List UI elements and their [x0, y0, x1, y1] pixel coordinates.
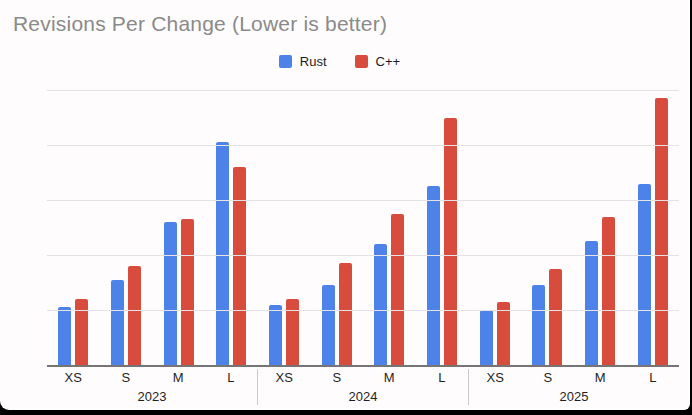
bar-group-2025-s	[521, 90, 574, 365]
plot-area	[47, 90, 679, 367]
gridline	[47, 90, 679, 91]
category-label-2024-xs: XS	[258, 370, 311, 385]
category-label-row: XSSML	[469, 370, 679, 385]
gridline	[47, 255, 679, 256]
bar-cpp-2024-l	[444, 118, 457, 366]
legend-item-rust: Rust	[279, 54, 327, 69]
bar-cpp-2023-m	[181, 219, 194, 365]
gridline	[47, 145, 679, 146]
bar-cpp-2023-l	[233, 167, 246, 365]
category-label-2023-m: M	[152, 370, 205, 385]
bar-sections	[47, 90, 679, 365]
bar-rust-2025-s	[532, 285, 545, 365]
bar-rust-2025-m	[585, 241, 598, 365]
cpp-legend-swatch-icon	[355, 55, 368, 68]
bar-group-2023-s	[100, 90, 153, 365]
category-label-2023-l: L	[205, 370, 258, 385]
category-label-2025-l: L	[627, 370, 680, 385]
legend-label-cpp: C++	[376, 54, 401, 69]
bar-group-2024-l	[416, 90, 469, 365]
category-label-2024-m: M	[363, 370, 416, 385]
bar-rust-2025-xs	[480, 310, 493, 365]
bar-rust-2024-m	[374, 244, 387, 365]
bar-group-2025-xs	[468, 90, 521, 365]
bar-cpp-2024-m	[391, 214, 404, 365]
gridline	[47, 310, 679, 311]
year-label-2023: 2023	[47, 389, 257, 404]
legend-item-cpp: C++	[355, 54, 401, 69]
chart-card: Revisions Per Change (Lower is better) R…	[0, 0, 690, 410]
bar-group-2023-l	[205, 90, 258, 365]
bar-cpp-2024-xs	[286, 299, 299, 365]
bar-cpp-2025-s	[549, 269, 562, 365]
bar-group-2023-xs	[47, 90, 100, 365]
bar-rust-2023-l	[216, 142, 229, 365]
bar-rust-2023-m	[164, 222, 177, 365]
bar-rust-2024-xs	[269, 305, 282, 366]
year-section-2024	[258, 90, 469, 365]
bar-rust-2024-s	[322, 285, 335, 365]
bar-cpp-2025-l	[655, 98, 668, 365]
year-label-2024: 2024	[258, 389, 468, 404]
category-label-2025-m: M	[574, 370, 627, 385]
x-axis-line	[47, 365, 679, 367]
bar-cpp-2023-xs	[75, 299, 88, 365]
bar-rust-2023-xs	[58, 307, 71, 365]
bar-group-2024-xs	[258, 90, 311, 365]
year-section-2025	[468, 90, 679, 365]
bar-cpp-2025-xs	[497, 302, 510, 365]
category-label-2023-s: S	[100, 370, 153, 385]
category-label-2023-xs: XS	[47, 370, 100, 385]
bar-cpp-2023-s	[128, 266, 141, 365]
chart-title: Revisions Per Change (Lower is better)	[13, 11, 387, 37]
category-label-2024-l: L	[416, 370, 469, 385]
bar-rust-2023-s	[111, 280, 124, 365]
bar-group-2024-s	[310, 90, 363, 365]
rust-legend-swatch-icon	[279, 55, 292, 68]
bar-group-2025-l	[626, 90, 679, 365]
x-axis-section-2025: XSSML 2025	[468, 369, 679, 405]
category-label-2025-xs: XS	[469, 370, 522, 385]
x-axis-section-2024: XSSML 2024	[257, 369, 468, 405]
category-label-2024-s: S	[311, 370, 364, 385]
video-frame: Revisions Per Change (Lower is better) R…	[0, 0, 692, 415]
bar-group-2023-m	[152, 90, 205, 365]
x-axis-section-2023: XSSML 2023	[47, 369, 257, 405]
x-axis-labels: XSSML2023XSSML2024XSSML2025	[47, 369, 679, 405]
legend-label-rust: Rust	[300, 54, 327, 69]
bar-cpp-2025-m	[602, 217, 615, 366]
legend: Rust C++	[0, 54, 679, 69]
category-label-row: XSSML	[258, 370, 468, 385]
gridline	[47, 200, 679, 201]
year-label-2025: 2025	[469, 389, 679, 404]
category-label-row: XSSML	[47, 370, 257, 385]
bar-group-2024-m	[363, 90, 416, 365]
category-label-2025-s: S	[522, 370, 575, 385]
bar-rust-2025-l	[638, 184, 651, 366]
bar-rust-2024-l	[427, 186, 440, 365]
bar-cpp-2024-s	[339, 263, 352, 365]
year-section-2023	[47, 90, 258, 365]
bar-group-2025-m	[574, 90, 627, 365]
